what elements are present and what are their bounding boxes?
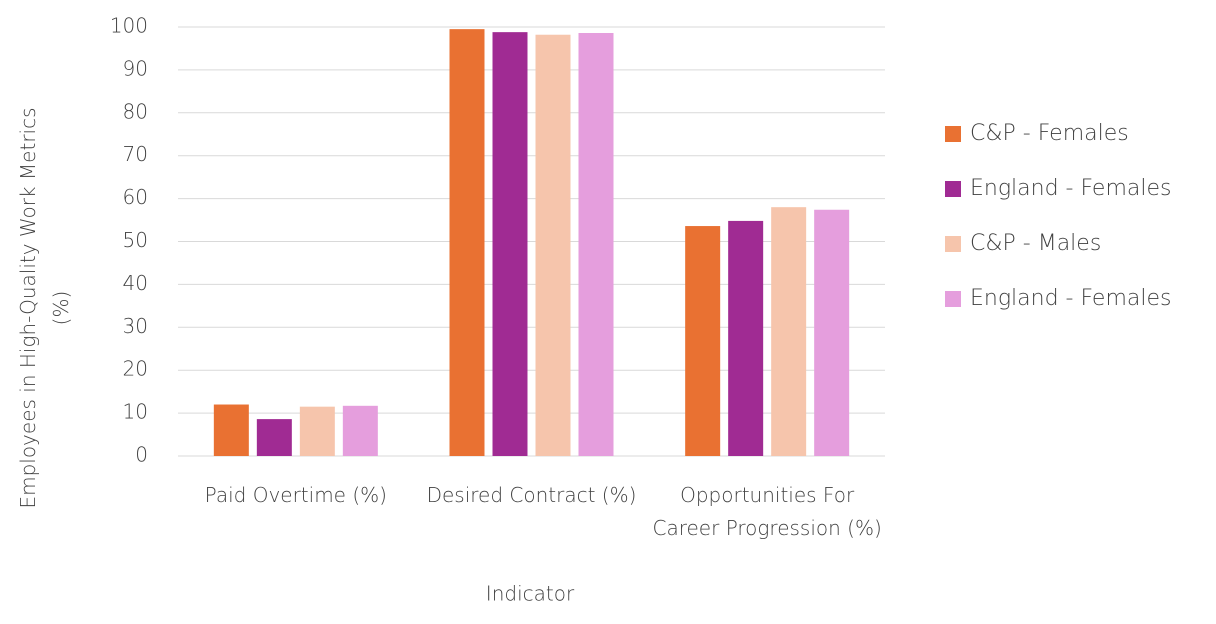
y-tick-label: 30 <box>123 314 148 338</box>
x-tick-label: Opportunities For Career Progression (%) <box>652 483 882 540</box>
bar <box>299 406 335 456</box>
y-tick-label: 70 <box>123 142 148 166</box>
legend-label: C&P - Females <box>970 121 1129 146</box>
legend-swatch <box>945 236 961 252</box>
bar <box>213 404 249 456</box>
y-tick-label: 0 <box>135 443 148 467</box>
bar <box>342 405 378 456</box>
bar <box>814 209 850 456</box>
legend-label: England - Females <box>970 286 1172 311</box>
legend-swatch <box>945 126 961 142</box>
bar <box>771 207 807 456</box>
bar <box>256 419 292 456</box>
y-tick-label: 50 <box>123 228 148 252</box>
bar <box>535 34 571 457</box>
bar <box>449 29 485 457</box>
legend-swatch <box>945 181 961 197</box>
bar <box>728 220 764 456</box>
y-tick-label: 60 <box>123 185 148 209</box>
legend-swatch <box>945 291 961 307</box>
legend-label: C&P - Males <box>970 231 1102 256</box>
bar <box>685 226 721 456</box>
legend-label: England - Females <box>970 176 1172 201</box>
y-tick-label: 40 <box>123 271 148 295</box>
y-axis-label: Employees in High-Quality Work Metrics (… <box>16 107 73 509</box>
y-tick-label: 10 <box>123 400 148 424</box>
bar <box>492 32 528 456</box>
y-tick-label: 100 <box>110 14 148 38</box>
y-tick-label: 90 <box>123 56 148 80</box>
y-tick-label: 80 <box>123 99 148 123</box>
bar <box>578 33 614 456</box>
x-tick-label: Paid Overtime (%) <box>204 483 387 507</box>
y-tick-label: 20 <box>123 357 148 381</box>
x-tick-label: Desired Contract (%) <box>426 483 637 507</box>
x-axis-label: Indicator <box>485 581 575 606</box>
